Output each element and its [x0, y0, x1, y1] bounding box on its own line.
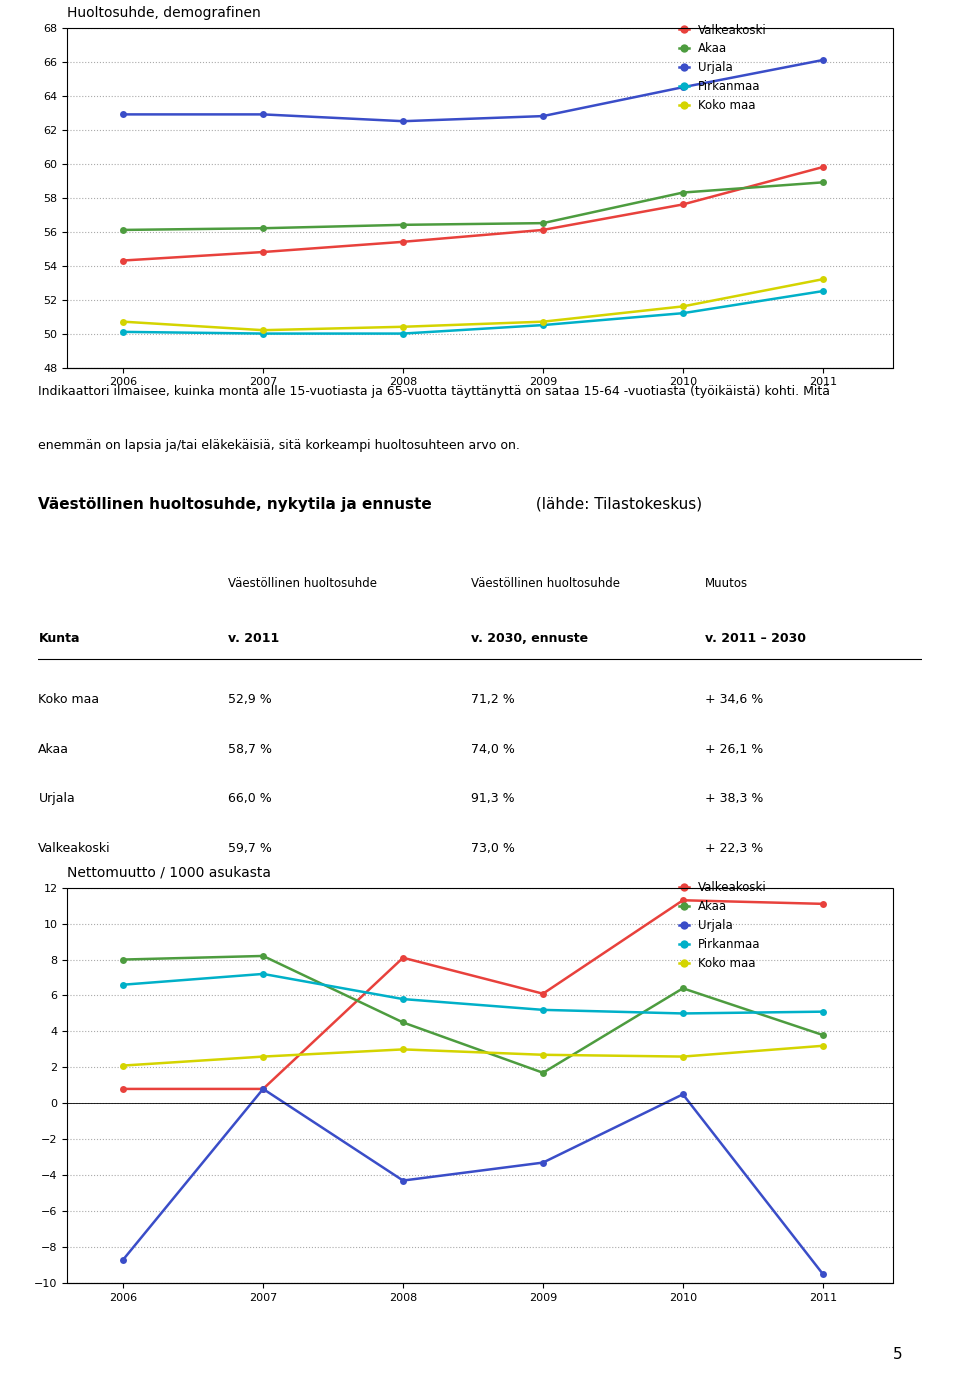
Text: Muutos: Muutos [706, 577, 749, 589]
Text: + 38,3 %: + 38,3 % [706, 792, 763, 806]
Text: Väestöllinen huoltosuhde, nykytila ja ennuste: Väestöllinen huoltosuhde, nykytila ja en… [38, 497, 432, 512]
Text: Koko maa: Koko maa [38, 694, 100, 706]
Text: v. 2011 – 2030: v. 2011 – 2030 [706, 632, 806, 645]
Text: 73,0 %: 73,0 % [471, 842, 516, 854]
Text: 59,7 %: 59,7 % [228, 842, 273, 854]
Legend: Valkeakoski, Akaa, Urjala, Pirkanmaa, Koko maa: Valkeakoski, Akaa, Urjala, Pirkanmaa, Ko… [676, 19, 771, 115]
Text: 66,0 %: 66,0 % [228, 792, 272, 806]
Text: Kunta: Kunta [38, 632, 80, 645]
Text: 71,2 %: 71,2 % [471, 694, 515, 706]
Text: Väestöllinen huoltosuhde: Väestöllinen huoltosuhde [471, 577, 620, 589]
Text: 91,3 %: 91,3 % [471, 792, 515, 806]
Text: Valkeakoski: Valkeakoski [38, 842, 111, 854]
Text: + 34,6 %: + 34,6 % [706, 694, 763, 706]
Text: + 22,3 %: + 22,3 % [706, 842, 763, 854]
Text: Väestöllinen huoltosuhde: Väestöllinen huoltosuhde [228, 577, 377, 589]
Text: v. 2030, ennuste: v. 2030, ennuste [471, 632, 588, 645]
Legend: Valkeakoski, Akaa, Urjala, Pirkanmaa, Koko maa: Valkeakoski, Akaa, Urjala, Pirkanmaa, Ko… [676, 878, 771, 974]
Text: enemmän on lapsia ja/tai eläkekäisiä, sitä korkeampi huoltosuhteen arvo on.: enemmän on lapsia ja/tai eläkekäisiä, si… [38, 438, 520, 452]
Text: 74,0 %: 74,0 % [471, 743, 516, 756]
Text: Huoltosuhde, demografinen: Huoltosuhde, demografinen [67, 6, 261, 19]
Text: + 26,1 %: + 26,1 % [706, 743, 763, 756]
Text: v. 2011: v. 2011 [228, 632, 279, 645]
Text: Akaa: Akaa [38, 743, 69, 756]
Text: 5: 5 [893, 1347, 902, 1362]
Text: (lähde: Tilastokeskus): (lähde: Tilastokeskus) [531, 497, 703, 512]
Text: Nettomuutto / 1000 asukasta: Nettomuutto / 1000 asukasta [67, 865, 271, 879]
Text: Indikaattori ilmaisee, kuinka monta alle 15-vuotiasta ja 65-vuotta täyttänyttä o: Indikaattori ilmaisee, kuinka monta alle… [38, 386, 830, 398]
Text: 52,9 %: 52,9 % [228, 694, 272, 706]
Text: Urjala: Urjala [38, 792, 75, 806]
Text: 58,7 %: 58,7 % [228, 743, 273, 756]
